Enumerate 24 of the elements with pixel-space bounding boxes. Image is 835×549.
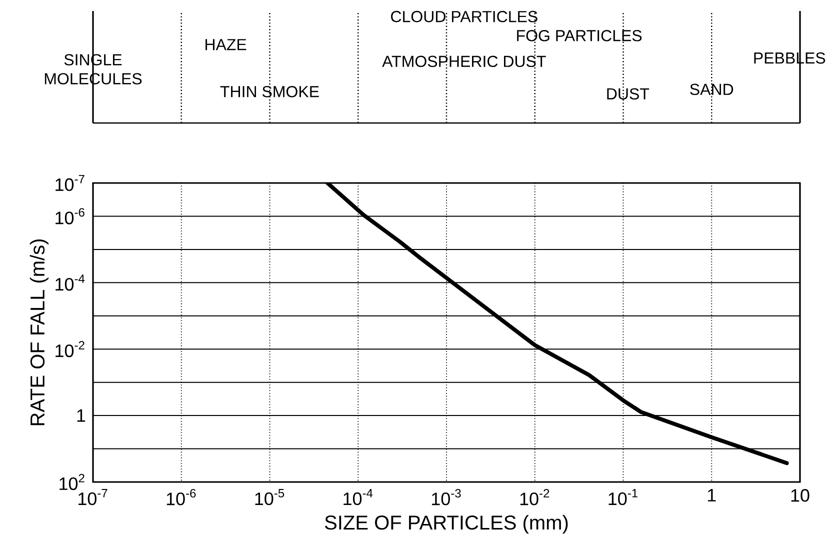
x-tick-label: 10$^{-1}$: [608, 489, 638, 506]
x-tick-label: 10$^{-3}$: [432, 489, 461, 506]
x-tick-label: 10$^{-6}$: [166, 489, 196, 506]
y-tick-label: 1: [77, 409, 86, 422]
x-axis-title: SIZE OF PARTICLES (mm): [324, 514, 568, 534]
x-tick-label: 1: [708, 489, 716, 502]
x-tick-label: 10$^{-5}$: [255, 489, 284, 506]
text: THIN SMOKE: [220, 86, 319, 98]
x-tick-label: 10$^{-7}$: [78, 489, 108, 506]
text: FOG PARTICLES: [517, 30, 642, 42]
y-tick-label: 10$^{-6}$: [56, 208, 84, 224]
x-tick-label: 10$^{-4}$: [344, 489, 373, 506]
text: HAZE: [206, 39, 246, 50]
x-tick-label: 10: [791, 489, 810, 502]
y-axis-title: RATE OF FALL (m/s): [30, 239, 49, 426]
x-tick-label: 10$^{-2}$: [520, 489, 550, 506]
text: CLOUD PARTICLES: [391, 10, 538, 22]
y-tick-label: 10$^{-7}$: [56, 174, 84, 192]
y-tick-label: 10$^{-2}$: [56, 341, 84, 358]
text: DUST: [607, 88, 650, 100]
text: SAND: [690, 84, 734, 96]
y-tick-label: 10$^{2}$: [60, 474, 84, 490]
text: ATMOSPHERIC DUST: [382, 56, 546, 68]
y-tick-label: 10$^{-4}$: [56, 274, 85, 291]
